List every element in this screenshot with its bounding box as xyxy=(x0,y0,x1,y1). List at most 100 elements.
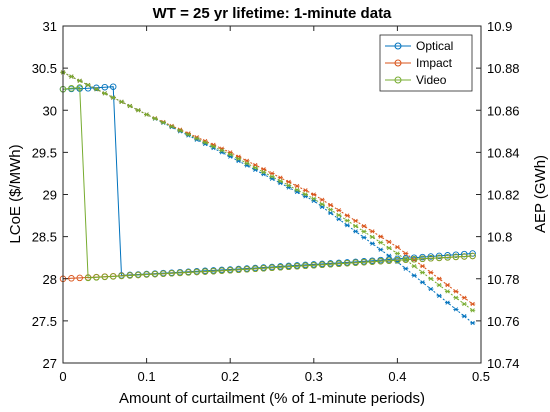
x-tick-label: 0.3 xyxy=(305,369,323,384)
lcoe-point-video xyxy=(318,261,326,269)
aep-point-video xyxy=(68,74,74,79)
aep-point-video xyxy=(444,289,451,294)
aep-point-video xyxy=(85,82,91,88)
aep-point-video xyxy=(470,308,476,313)
aep-point-video xyxy=(353,223,359,229)
legend-label-impact: Impact xyxy=(416,56,453,70)
lcoe-point-optical xyxy=(427,253,435,260)
aep-point-optical xyxy=(444,300,451,305)
lcoe-point-video xyxy=(118,272,125,280)
lcoe-point-video xyxy=(84,274,92,282)
y-right-tick-label: 10.74 xyxy=(487,356,520,371)
y-axis-label-right: AEP (GWh) xyxy=(532,155,549,233)
aep-point-impact xyxy=(353,218,359,223)
aep-point-optical xyxy=(327,210,334,216)
aep-point-video xyxy=(286,183,292,188)
lcoe-point-video xyxy=(68,85,75,92)
aep-point-impact xyxy=(436,276,442,281)
aep-point-video xyxy=(227,152,233,157)
lcoe-point-video xyxy=(168,270,175,277)
lcoe-point-optical xyxy=(435,252,443,260)
lcoe-point-video xyxy=(134,271,142,279)
aep-point-optical xyxy=(353,229,359,234)
aep-point-video xyxy=(436,282,442,288)
aep-point-impact xyxy=(453,289,459,294)
lcoe-point-optical xyxy=(101,83,109,91)
y-right-tick-label: 10.9 xyxy=(487,19,512,34)
y-right-tick-label: 10.8 xyxy=(487,230,512,245)
lcoe-point-optical xyxy=(109,83,117,90)
y-left-tick-label: 29.5 xyxy=(32,145,57,160)
aep-point-video xyxy=(77,78,83,83)
lcoe-point-video xyxy=(385,257,393,264)
y-right-tick-label: 10.84 xyxy=(487,145,520,160)
y-right-tick-label: 10.78 xyxy=(487,272,520,287)
y-right-tick-label: 10.82 xyxy=(487,188,520,203)
legend-marker-video xyxy=(394,76,402,84)
x-tick-label: 0 xyxy=(59,369,66,384)
aep-point-optical xyxy=(378,247,384,252)
aep-point-video xyxy=(252,165,258,170)
aep-point-video xyxy=(194,136,200,141)
lcoe-point-video xyxy=(343,259,351,267)
lcoe-point-video xyxy=(327,261,334,268)
aep-point-impact xyxy=(277,175,283,180)
lcoe-point-video xyxy=(185,269,192,276)
aep-point-video xyxy=(419,270,426,275)
aep-point-video xyxy=(327,207,334,212)
aep-point-video xyxy=(277,178,283,184)
lcoe-point-video xyxy=(101,273,109,281)
lcoe-point-impact xyxy=(68,275,75,282)
lcoe-point-video xyxy=(235,266,242,274)
lcoe-point-video xyxy=(143,271,150,278)
aep-point-optical xyxy=(411,273,417,278)
lcoe-point-video xyxy=(335,260,343,268)
lcoe-point-video xyxy=(369,258,376,265)
aep-point-video xyxy=(361,229,367,234)
lcoe-point-optical xyxy=(444,252,451,259)
aep-point-video xyxy=(302,192,309,197)
lcoe-point-video xyxy=(126,272,134,279)
aep-point-video xyxy=(127,103,133,109)
y-left-tick-label: 30 xyxy=(43,103,57,118)
aep-point-optical xyxy=(369,241,375,246)
aep-point-video xyxy=(378,240,384,245)
lcoe-point-video xyxy=(427,255,435,262)
lcoe-point-video xyxy=(151,270,159,278)
aep-point-video xyxy=(144,112,150,117)
legend-label-optical: Optical xyxy=(416,39,453,53)
aep-point-video xyxy=(93,87,100,92)
lcoe-point-video xyxy=(277,264,284,271)
y-left-tick-label: 28.5 xyxy=(32,230,57,245)
aep-point-optical xyxy=(419,280,426,285)
aep-point-video xyxy=(135,108,141,113)
lcoe-point-video xyxy=(252,265,259,273)
lcoe-point-video xyxy=(352,259,359,266)
aep-point-video xyxy=(160,120,166,125)
x-tick-label: 0.4 xyxy=(388,369,406,384)
lcoe-point-video xyxy=(193,268,201,276)
aep-point-video xyxy=(453,295,459,300)
lcoe-point-video xyxy=(302,262,309,270)
aep-point-optical xyxy=(436,293,442,298)
aep-point-video xyxy=(294,187,300,193)
aep-point-video xyxy=(461,301,467,307)
aep-point-optical xyxy=(336,217,342,222)
aep-point-video xyxy=(311,196,317,201)
aep-point-impact xyxy=(344,213,350,218)
aep-point-optical xyxy=(428,286,434,292)
aep-point-video xyxy=(269,174,275,179)
aep-point-video xyxy=(118,99,125,104)
aep-point-video xyxy=(152,116,158,121)
lcoe-point-optical xyxy=(452,251,460,258)
lcoe-point-optical xyxy=(93,84,100,92)
lcoe-point-video xyxy=(243,266,251,273)
aep-point-video xyxy=(102,91,108,96)
lcoe-point-video xyxy=(76,84,83,91)
y-left-tick-label: 31 xyxy=(43,19,57,34)
aep-point-impact xyxy=(294,183,300,189)
aep-point-video xyxy=(261,170,267,175)
lcoe-point-video xyxy=(402,256,410,263)
aep-point-impact xyxy=(428,270,434,275)
aep-point-impact xyxy=(461,295,467,300)
